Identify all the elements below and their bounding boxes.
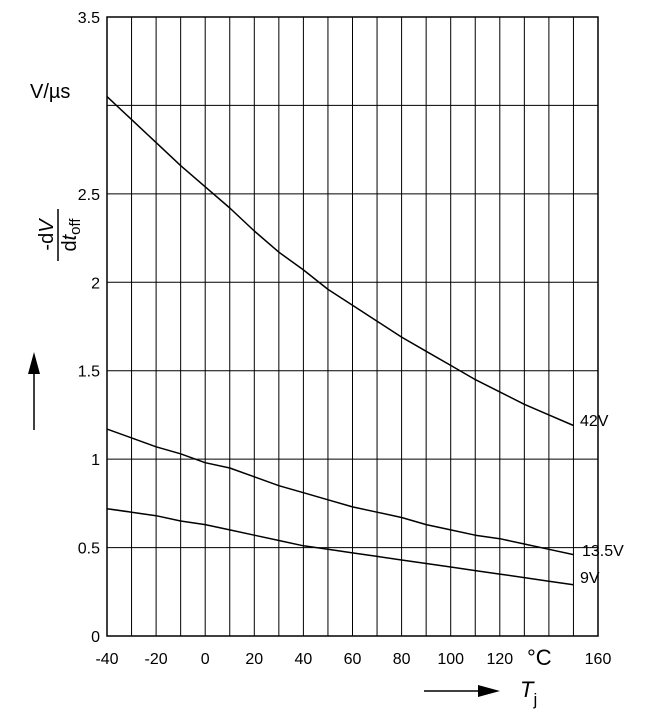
svg-text:dtoff: dtoff [59, 218, 84, 252]
series-group: 42V 13.5V 9V [106, 96, 624, 587]
x-axis-unit: °C [527, 645, 552, 670]
series-line-42v [106, 96, 574, 427]
y-tick-label: 1.5 [78, 364, 100, 381]
x-tick-label: 20 [245, 651, 263, 668]
y-tick-label: 2.5 [78, 187, 100, 204]
y-axis-label-off: off [67, 218, 84, 235]
y-axis-label-d: d [59, 240, 81, 251]
series-label-42v: 42V [580, 413, 609, 430]
x-axis-label-t: T [520, 677, 535, 702]
x-tick-label: 120 [486, 651, 513, 668]
y-tick-label: 0.5 [78, 541, 100, 558]
series-line-9v [106, 507, 574, 586]
x-tick-label: 60 [344, 651, 362, 668]
y-tick-label: 1 [91, 452, 100, 469]
x-tick-label: 160 [585, 651, 612, 668]
y-axis-label-t: t [59, 233, 81, 240]
y-axis-label-minus-d: -d [36, 233, 58, 251]
plot-frame [106, 16, 599, 637]
y-tick-label: 3.5 [78, 10, 100, 27]
y-axis-label-v: V [36, 218, 58, 233]
x-axis-label-j: j [532, 690, 537, 709]
x-tick-label: 0 [201, 651, 210, 668]
x-tick-label: -20 [145, 651, 168, 668]
x-tick-label: 40 [295, 651, 313, 668]
tick-labels: -40 -20 0 20 40 60 80 100 120 160 0 0.5 1 1.5 2 2.5 3.5 [78, 10, 612, 668]
grid [106, 16, 599, 637]
y-axis-arrow [28, 352, 40, 430]
series-label-13-5v: 13.5V [582, 543, 624, 560]
y-axis-label: -dV dtoff [36, 209, 84, 261]
svg-text:-dV: -dV [36, 218, 58, 251]
y-axis-unit: V/µs [30, 81, 70, 103]
x-axis-arrow [424, 685, 500, 697]
x-tick-label: 100 [437, 651, 464, 668]
y-tick-label: 2 [91, 275, 100, 292]
x-tick-label: 80 [393, 651, 411, 668]
y-tick-label: 0 [91, 629, 100, 646]
x-tick-label: -40 [95, 651, 118, 668]
x-axis-label: Tj [520, 677, 537, 709]
series-label-9v: 9V [580, 570, 600, 587]
series-line-13-5v [106, 428, 574, 556]
